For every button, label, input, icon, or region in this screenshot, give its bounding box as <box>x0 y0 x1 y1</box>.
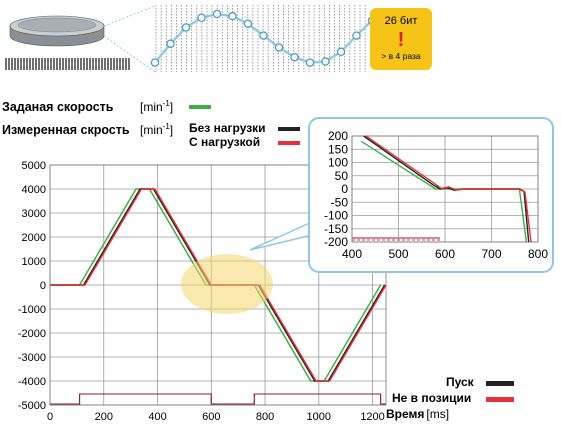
y-tick-label: -1000 <box>18 304 46 316</box>
unit-prefix: [min <box>140 100 163 114</box>
encoder-point <box>228 11 237 21</box>
unit-label-2: [min-1] <box>140 122 173 137</box>
unit-prefix: [min <box>140 123 163 137</box>
encoder-point <box>274 43 284 52</box>
encoder-point <box>352 31 361 40</box>
y-tick-label: -4000 <box>18 376 46 388</box>
x-tick-label: 400 <box>148 411 166 423</box>
y-tick-label: 200 <box>328 129 348 143</box>
x-tick-label: 0 <box>47 411 53 423</box>
y-tick-label: -200 <box>324 235 348 249</box>
y-tick-label: 1000 <box>22 256 46 268</box>
encoder-point <box>259 31 268 40</box>
y-tick-label: 5000 <box>22 160 46 172</box>
x-tick-label: 600 <box>435 247 455 261</box>
y-tick-label: 0 <box>341 182 348 196</box>
y-tick-label: -50 <box>331 195 349 209</box>
encoder-curve <box>150 9 377 67</box>
x-tick-label: 400 <box>342 247 362 261</box>
legend-swatch-no-load <box>278 127 300 131</box>
encoder-point <box>243 19 253 28</box>
resolution-badge: 26 бит ! > в 4 раза <box>370 8 432 70</box>
encoder-point <box>181 23 191 32</box>
encoder-scale-ticks <box>5 58 130 70</box>
zoom-callout <box>308 117 554 273</box>
y-tick-label: 0 <box>40 280 46 292</box>
legend-measured-speed: Измеренная скрость <box>2 123 130 137</box>
bits-label: 26 бит <box>385 15 418 27</box>
legend-start: Пуск <box>446 375 475 389</box>
y-tick-label: 2000 <box>22 232 46 244</box>
legend-swatch-with-load <box>278 141 300 145</box>
encoder-point <box>212 9 222 19</box>
x-tick-label: 800 <box>256 411 274 423</box>
y-tick-label: 50 <box>335 169 349 183</box>
zoom-lines <box>103 5 156 73</box>
y-tick-label: -3000 <box>18 352 46 364</box>
svg-text:[min-1]: [min-1] <box>140 122 173 137</box>
legend-not-in-position: Не в позиции <box>392 391 471 405</box>
legend-swatch-start <box>486 381 514 386</box>
encoder-point <box>321 57 330 66</box>
encoder-point <box>305 58 315 67</box>
legend-set-speed: Заданая скорость <box>2 100 114 114</box>
unit-exp: -1 <box>163 99 171 108</box>
zoom-highlight <box>181 254 273 314</box>
y-tick-label: -2000 <box>18 328 46 340</box>
unit-suffix: ] <box>170 100 173 114</box>
plot-frame <box>351 135 539 243</box>
unit-exp: -1 <box>163 122 171 131</box>
alert-icon: ! <box>398 29 405 51</box>
y-tick-label: 3000 <box>22 208 46 220</box>
unit-label-1: [min-1] <box>140 99 173 114</box>
y-tick-label: -100 <box>324 209 348 223</box>
signal-start <box>50 393 386 405</box>
y-tick-label: 150 <box>328 142 348 156</box>
svg-text:[min-1]: [min-1] <box>140 99 173 114</box>
encoder-point <box>197 13 206 23</box>
times-label: > в 4 раза <box>381 51 421 61</box>
zoom-chart: 400 500 600 700 800200150100500-50-100-150-2… <box>324 129 548 261</box>
signal-not-in-position <box>50 393 386 405</box>
unit-suffix: ] <box>170 123 173 137</box>
legend-no-load: Без нагрузки <box>189 121 266 135</box>
x-tick-label: 1200 <box>360 411 384 423</box>
encoder-point <box>336 47 346 57</box>
x-tick-label: 1000 <box>307 411 331 423</box>
x-tick-label: 700 <box>481 247 501 261</box>
series-with-load <box>365 135 532 243</box>
y-tick-label: -5000 <box>18 400 46 412</box>
encoder-point <box>290 52 299 62</box>
callout-pointer <box>249 220 313 251</box>
x-tick-label: 500 <box>388 247 408 261</box>
x-axis-title: Время [ms] <box>386 407 449 421</box>
legend-swatch-set-speed <box>189 105 211 109</box>
encoder-disc-icon <box>9 15 105 47</box>
y-tick-label: 4000 <box>22 184 46 196</box>
y-tick-label: -150 <box>324 222 348 236</box>
x-tick-label: 200 <box>95 411 113 423</box>
legend-with-load: С нагрузкой <box>189 135 260 149</box>
encoder-point <box>166 39 175 48</box>
y-tick-label: 100 <box>328 156 348 170</box>
x-tick-label: 600 <box>202 411 220 423</box>
legend-swatch-not-in-position <box>486 397 514 402</box>
x-tick-label: 800 <box>528 247 548 261</box>
encoder-point <box>150 58 160 67</box>
